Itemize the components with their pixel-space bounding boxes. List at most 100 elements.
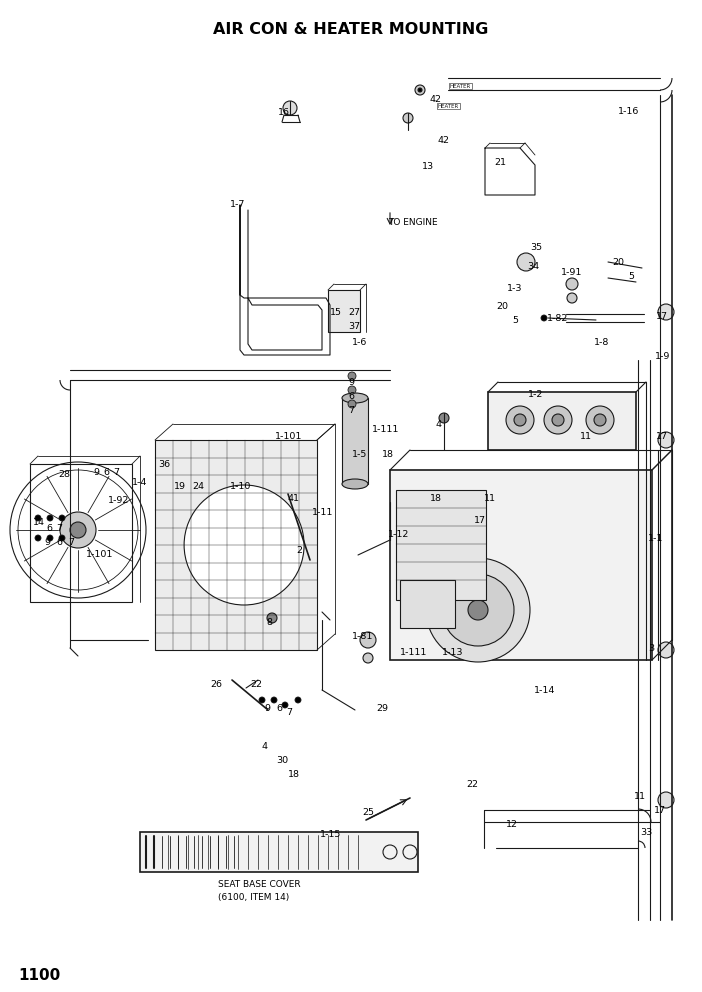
- Circle shape: [60, 512, 96, 548]
- Text: AIR CON & HEATER MOUNTING: AIR CON & HEATER MOUNTING: [213, 22, 489, 37]
- Circle shape: [360, 632, 376, 648]
- Text: 6: 6: [348, 392, 354, 401]
- Text: 25: 25: [362, 808, 374, 817]
- Text: 1-9: 1-9: [655, 352, 670, 361]
- Text: 1-15: 1-15: [320, 830, 341, 839]
- Circle shape: [658, 792, 674, 808]
- Text: 1-14: 1-14: [534, 686, 555, 695]
- Text: 29: 29: [376, 704, 388, 713]
- Text: 12: 12: [506, 820, 518, 829]
- Text: 20: 20: [612, 258, 624, 267]
- Circle shape: [184, 485, 304, 605]
- Text: 3: 3: [648, 644, 654, 653]
- Circle shape: [283, 101, 297, 115]
- Text: 1100: 1100: [18, 968, 60, 983]
- Text: 27: 27: [348, 308, 360, 317]
- Text: (6100, ITEM 14): (6100, ITEM 14): [218, 893, 289, 902]
- Text: 19: 19: [174, 482, 186, 491]
- Text: 6: 6: [56, 538, 62, 547]
- Text: 6: 6: [103, 468, 109, 477]
- Circle shape: [658, 642, 674, 658]
- Circle shape: [415, 85, 425, 95]
- Circle shape: [271, 697, 277, 703]
- Circle shape: [282, 702, 288, 708]
- Text: 14: 14: [33, 518, 45, 527]
- Text: 4: 4: [262, 742, 268, 751]
- Circle shape: [403, 113, 413, 123]
- Text: 1-101: 1-101: [275, 432, 303, 441]
- Text: 42: 42: [430, 95, 442, 104]
- Circle shape: [259, 697, 265, 703]
- Text: 17: 17: [656, 312, 668, 321]
- Text: 4: 4: [435, 420, 441, 429]
- Text: 9: 9: [264, 704, 270, 713]
- Bar: [342, 398, 368, 484]
- Circle shape: [47, 535, 53, 541]
- Text: 8: 8: [266, 618, 272, 627]
- Text: 1-11: 1-11: [312, 508, 333, 517]
- Circle shape: [541, 315, 547, 321]
- Circle shape: [35, 515, 41, 521]
- Circle shape: [517, 253, 535, 271]
- Text: 2: 2: [296, 546, 302, 555]
- Text: 1-13: 1-13: [442, 648, 463, 657]
- Text: 1-4: 1-4: [132, 478, 147, 487]
- Text: HEATER: HEATER: [450, 83, 471, 88]
- Bar: [140, 832, 418, 872]
- Text: 17: 17: [656, 432, 668, 441]
- Text: 5: 5: [512, 316, 518, 325]
- Text: 36: 36: [158, 460, 170, 469]
- Text: 1-1: 1-1: [648, 534, 663, 543]
- Bar: [488, 392, 636, 450]
- Text: 1-81: 1-81: [352, 632, 373, 641]
- Text: 11: 11: [484, 494, 496, 503]
- Text: 20: 20: [496, 302, 508, 311]
- Circle shape: [594, 414, 606, 426]
- Bar: [328, 290, 360, 332]
- Text: 1-16: 1-16: [618, 107, 640, 116]
- Ellipse shape: [342, 479, 368, 489]
- Text: 7: 7: [348, 406, 354, 415]
- Text: 1-2: 1-2: [528, 390, 543, 399]
- Text: 6: 6: [46, 524, 52, 533]
- Text: 1-82: 1-82: [547, 314, 569, 323]
- Bar: [400, 580, 455, 628]
- Text: 37: 37: [348, 322, 360, 331]
- Text: 22: 22: [466, 780, 478, 789]
- Text: 1-111: 1-111: [400, 648, 428, 657]
- Text: 13: 13: [422, 162, 434, 171]
- Circle shape: [267, 613, 277, 623]
- Text: 24: 24: [192, 482, 204, 491]
- Circle shape: [295, 697, 301, 703]
- Text: 33: 33: [640, 828, 652, 837]
- Text: SEAT BASE COVER: SEAT BASE COVER: [218, 880, 300, 889]
- Text: 1-101: 1-101: [86, 550, 114, 559]
- Text: 1-10: 1-10: [230, 482, 251, 491]
- Circle shape: [35, 535, 41, 541]
- Text: HEATER: HEATER: [438, 103, 459, 108]
- Text: 17: 17: [474, 516, 486, 525]
- Circle shape: [47, 515, 53, 521]
- Text: 7: 7: [113, 468, 119, 477]
- Text: 7: 7: [68, 538, 74, 547]
- Circle shape: [506, 406, 534, 434]
- Text: 7: 7: [56, 524, 62, 533]
- Text: 5: 5: [628, 272, 634, 281]
- Bar: [390, 470, 652, 660]
- Circle shape: [59, 535, 65, 541]
- Text: 1-8: 1-8: [594, 338, 609, 347]
- Text: 15: 15: [330, 308, 342, 317]
- Text: 1-6: 1-6: [352, 338, 367, 347]
- Text: 9: 9: [93, 468, 99, 477]
- Text: 9: 9: [348, 378, 354, 387]
- Text: 1-7: 1-7: [230, 200, 246, 209]
- Text: 34: 34: [527, 262, 539, 271]
- Text: 1-3: 1-3: [507, 284, 522, 293]
- Circle shape: [439, 413, 449, 423]
- Text: 6: 6: [276, 704, 282, 713]
- Text: 9: 9: [44, 538, 50, 547]
- Circle shape: [348, 386, 356, 394]
- Text: 1-111: 1-111: [372, 425, 399, 434]
- Circle shape: [59, 515, 65, 521]
- Circle shape: [658, 304, 674, 320]
